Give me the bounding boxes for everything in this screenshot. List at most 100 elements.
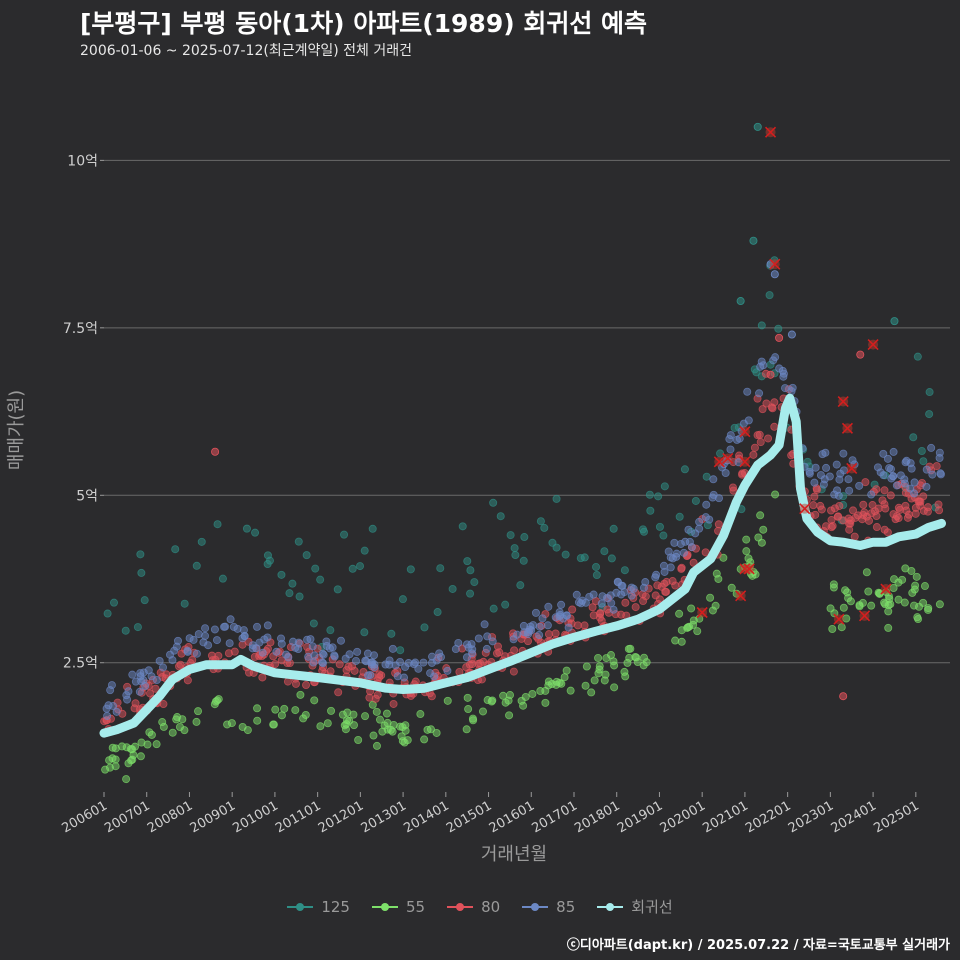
data-point — [768, 404, 777, 413]
data-point — [585, 592, 594, 601]
data-point — [416, 710, 425, 719]
data-point — [147, 730, 156, 739]
data-point — [263, 621, 272, 630]
highlight-marker — [846, 462, 858, 475]
data-point — [493, 642, 502, 651]
data-point — [621, 598, 630, 607]
data-point — [854, 511, 863, 520]
data-point — [201, 631, 210, 640]
data-point — [462, 653, 471, 662]
data-point — [664, 547, 673, 556]
data-point — [218, 574, 227, 583]
data-point — [213, 520, 222, 529]
data-point — [427, 658, 436, 667]
data-point — [873, 463, 882, 472]
data-point — [159, 722, 168, 731]
data-point — [725, 435, 734, 444]
data-point — [137, 738, 146, 747]
data-point — [387, 629, 396, 638]
data-point — [430, 672, 439, 681]
data-point — [845, 525, 854, 534]
data-point — [562, 666, 571, 675]
data-point — [645, 490, 654, 499]
data-point — [845, 486, 854, 495]
data-point — [396, 646, 405, 655]
data-point — [386, 725, 395, 734]
data-point — [598, 592, 607, 601]
data-point — [389, 699, 398, 708]
data-point — [592, 571, 601, 580]
data-point — [466, 566, 475, 575]
data-point — [151, 684, 160, 693]
data-point — [345, 650, 354, 659]
data-point — [294, 645, 303, 654]
data-point — [769, 356, 778, 365]
data-point — [340, 530, 349, 539]
data-point — [340, 721, 349, 730]
data-point — [756, 438, 765, 447]
data-point — [920, 582, 929, 591]
data-point — [318, 658, 327, 667]
data-point — [466, 589, 475, 598]
legend-label: 125 — [321, 897, 350, 916]
data-point — [742, 535, 751, 544]
data-point — [487, 697, 496, 706]
data-point — [609, 657, 618, 666]
data-point — [139, 676, 148, 685]
data-point — [251, 528, 260, 537]
data-point — [474, 634, 483, 643]
data-point — [108, 754, 117, 763]
data-point — [488, 637, 497, 646]
data-point — [526, 622, 535, 631]
data-point — [299, 714, 308, 723]
data-point — [607, 554, 616, 563]
data-point — [480, 620, 489, 629]
data-point — [627, 583, 636, 592]
data-point — [919, 598, 928, 607]
data-point — [620, 566, 629, 575]
data-point — [742, 547, 751, 556]
data-point — [910, 601, 919, 610]
legend-dot — [606, 902, 615, 911]
data-point — [372, 707, 381, 716]
data-point — [171, 545, 180, 554]
data-point — [258, 648, 267, 657]
legend-item: 85 — [522, 896, 575, 917]
data-point — [109, 598, 118, 607]
data-point — [894, 578, 903, 587]
data-point — [880, 525, 889, 534]
data-point — [510, 544, 519, 553]
data-point — [855, 601, 864, 610]
data-point — [197, 537, 206, 546]
data-point — [263, 560, 272, 569]
legend-dot — [296, 902, 305, 911]
highlight-marker — [764, 126, 777, 138]
data-point — [880, 486, 889, 495]
data-point — [211, 447, 220, 456]
x-tick-label: 200901 — [188, 798, 238, 836]
data-point — [353, 647, 362, 656]
data-point — [661, 587, 670, 596]
data-point — [311, 564, 320, 573]
data-point — [889, 583, 898, 592]
data-point — [420, 623, 429, 632]
y-tick-label: 2.5억 — [63, 656, 98, 672]
data-point — [478, 707, 487, 716]
data-point — [691, 496, 700, 505]
data-point — [900, 479, 909, 488]
highlight-marker — [743, 563, 755, 575]
data-point — [602, 654, 611, 663]
data-point — [348, 564, 357, 573]
data-point — [382, 709, 391, 718]
highlight-marker — [722, 452, 734, 465]
data-point — [309, 658, 318, 667]
data-point — [716, 449, 725, 458]
data-point — [277, 570, 286, 579]
data-point — [695, 517, 704, 526]
data-point — [509, 635, 518, 644]
data-point — [672, 549, 681, 558]
x-axis-label: 거래년월 — [481, 844, 547, 865]
data-point — [659, 561, 668, 570]
data-point — [323, 719, 332, 728]
series-55-points — [101, 490, 944, 784]
